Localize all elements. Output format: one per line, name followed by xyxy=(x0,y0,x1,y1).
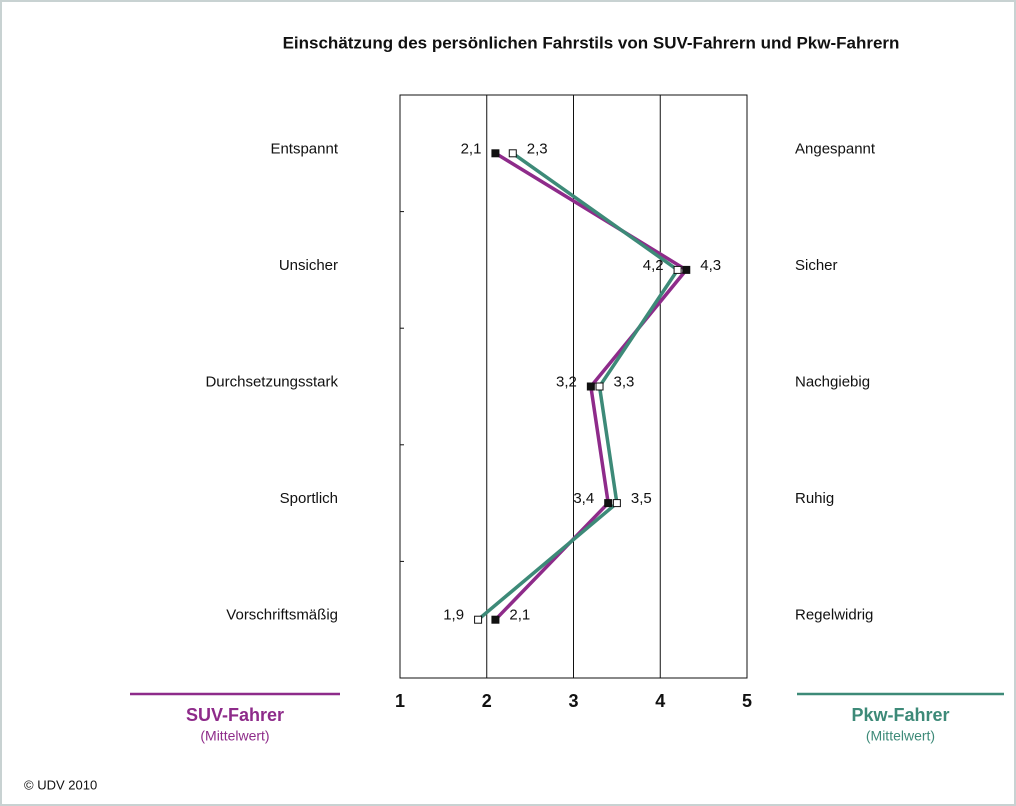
marker xyxy=(612,499,621,508)
value-label: 2,3 xyxy=(527,140,548,157)
marker xyxy=(586,382,595,391)
value-label: 3,2 xyxy=(556,373,577,390)
value-label: 2,1 xyxy=(461,140,482,157)
right-label: Ruhig xyxy=(795,490,834,507)
marker xyxy=(491,149,500,158)
value-label: 4,3 xyxy=(700,257,721,274)
marker xyxy=(491,615,500,624)
left-label: Entspannt xyxy=(270,140,338,157)
marker xyxy=(682,265,691,274)
marker xyxy=(673,265,682,274)
x-tick-label: 1 xyxy=(395,691,405,711)
value-label: 4,2 xyxy=(643,257,664,274)
right-label: Regelwidrig xyxy=(795,607,873,624)
legend-label: SUV-Fahrer xyxy=(186,705,284,725)
legend-note: (Mittelwert) xyxy=(200,728,269,744)
marker xyxy=(474,615,483,624)
right-label: Nachgiebig xyxy=(795,373,870,390)
legend-note: (Mittelwert) xyxy=(866,728,935,744)
right-label: Sicher xyxy=(795,257,838,274)
value-label: 3,5 xyxy=(631,490,652,507)
source: © UDV 2010 xyxy=(24,777,97,792)
right-label: Angespannt xyxy=(795,140,876,157)
value-label: 3,4 xyxy=(573,490,594,507)
x-tick-label: 2 xyxy=(482,691,492,711)
left-label: Durchsetzungsstark xyxy=(205,373,338,390)
marker xyxy=(595,382,604,391)
left-label: Vorschriftsmäßig xyxy=(226,607,338,624)
legend-label: Pkw-Fahrer xyxy=(851,705,949,725)
x-tick-label: 3 xyxy=(568,691,578,711)
left-label: Sportlich xyxy=(280,490,338,507)
x-tick-label: 4 xyxy=(655,691,665,711)
marker xyxy=(604,499,613,508)
value-label: 3,3 xyxy=(614,373,635,390)
chart-title: Einschätzung des persönlichen Fahrstils … xyxy=(283,33,900,52)
marker xyxy=(508,149,517,158)
x-tick-label: 5 xyxy=(742,691,752,711)
value-label: 2,1 xyxy=(509,607,530,624)
left-label: Unsicher xyxy=(279,257,338,274)
value-label: 1,9 xyxy=(443,607,464,624)
